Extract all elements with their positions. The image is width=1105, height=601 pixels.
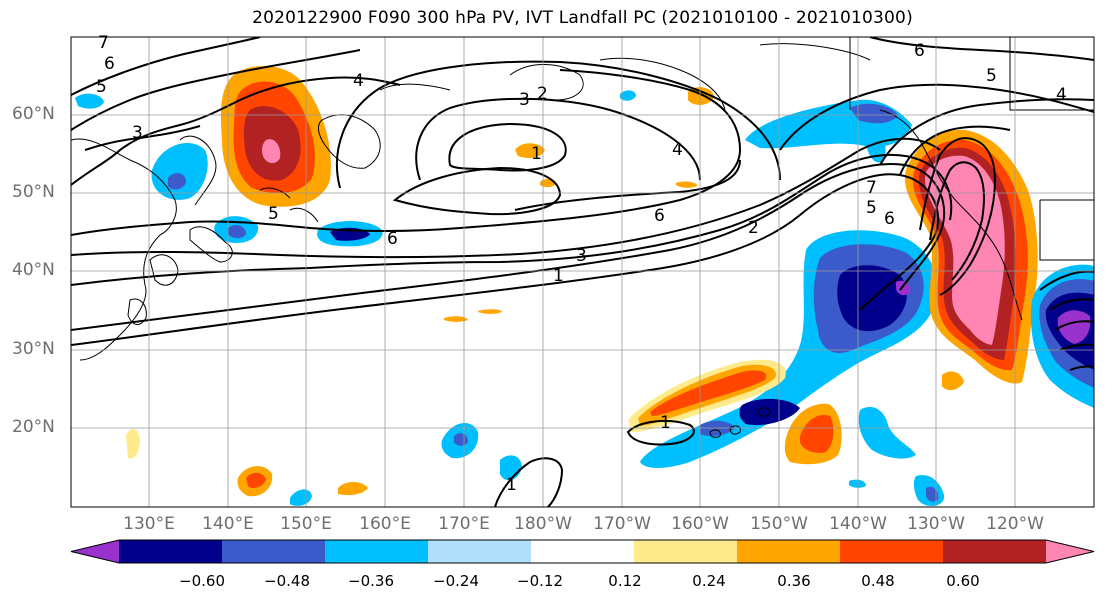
lon-label: 140°W [829, 514, 887, 534]
coastlines [71, 37, 1094, 438]
contour-label: 1 [553, 266, 564, 286]
colorbar-tick-label: 0.60 [946, 572, 980, 590]
colorbar-swatch [634, 540, 738, 563]
colorbar-swatch [119, 540, 223, 563]
lon-label: 150°W [750, 514, 808, 534]
contour-label: 6 [884, 209, 895, 229]
lon-label: 130°W [907, 514, 965, 534]
pv-contours [71, 37, 1094, 507]
negative-anomaly-northeast-pacific [290, 230, 945, 507]
lat-label: 40°N [12, 260, 55, 280]
contour-label: 6 [914, 41, 925, 61]
map-title: 2020122900 F090 300 hPa PV, IVT Landfall… [252, 8, 913, 28]
contour-label: 4 [672, 140, 683, 160]
contour-label: 5 [986, 66, 997, 86]
positive-anomaly-okhotsk [220, 66, 331, 207]
lon-label: 170°W [593, 514, 651, 534]
contour-label: 7 [866, 178, 877, 198]
contour-label: 4 [1056, 85, 1067, 105]
contour-label: 3 [132, 123, 143, 143]
colorbar-swatch [428, 540, 532, 563]
contour-label: 5 [866, 198, 877, 218]
lon-label: 180°W [514, 514, 572, 534]
contour-label: 1 [506, 475, 517, 495]
colorbar-tick-label: −0.36 [348, 572, 394, 590]
contour-label: 3 [576, 246, 587, 266]
lon-label: 160°W [671, 514, 729, 534]
contour-label: 5 [96, 77, 107, 97]
colorbar-swatch [840, 540, 944, 563]
negative-anomaly-gulf-alaska [745, 99, 912, 163]
colorbar-swatch [943, 540, 1047, 563]
positive-anomaly-small [444, 87, 714, 322]
lat-label: 30°N [12, 339, 55, 359]
colorbar [70, 539, 1095, 564]
colorbar-tick-label: −0.60 [179, 572, 225, 590]
contour-label: 7 [98, 33, 109, 53]
colorbar-tick-label: 0.36 [777, 572, 811, 590]
contour-labels: 6 5 7 3 4 2 3 1 4 6 2 3 1 5 6 7 5 6 6 5 … [96, 33, 1067, 495]
colorbar-extend-min [71, 540, 119, 563]
lon-label: 120°W [986, 514, 1044, 534]
colorbar-tick-label: 0.12 [608, 572, 642, 590]
contour-label: 2 [537, 84, 548, 104]
contour-label: 2 [748, 218, 759, 238]
lat-label: 50°N [12, 182, 55, 202]
contour-label: 1 [531, 144, 542, 164]
graticule [71, 37, 1094, 507]
colorbar-swatch [222, 540, 326, 563]
contour-label: 5 [268, 204, 279, 224]
colorbar-swatch [531, 540, 635, 563]
colorbar-extend-max [1046, 540, 1094, 563]
colorbar-tick-label: 0.24 [692, 572, 726, 590]
contour-label: 6 [654, 206, 665, 226]
map-border [70, 36, 1095, 508]
colorbar-tick-label: −0.48 [264, 572, 310, 590]
contour-label: 6 [387, 229, 398, 249]
lon-label: 140°E [202, 514, 254, 534]
contour-label: 3 [519, 90, 530, 110]
colorbar-tick-label: 0.48 [861, 572, 895, 590]
contour-label: 1 [660, 413, 671, 433]
lon-label: 160°E [359, 514, 411, 534]
contour-label: 4 [353, 71, 364, 91]
colorbar-swatch [325, 540, 429, 563]
lat-label: 60°N [12, 104, 55, 124]
colorbar-swatch [737, 540, 841, 563]
colorbar-tick-label: −0.12 [517, 572, 563, 590]
colorbar-tick-label: −0.24 [433, 572, 479, 590]
contour-label: 6 [104, 54, 115, 74]
lon-label: 150°E [280, 514, 332, 534]
lon-label: 170°E [438, 514, 490, 534]
positive-anomaly-subtropical [126, 359, 964, 497]
lat-label: 20°N [12, 417, 55, 437]
lon-label: 130°E [123, 514, 175, 534]
